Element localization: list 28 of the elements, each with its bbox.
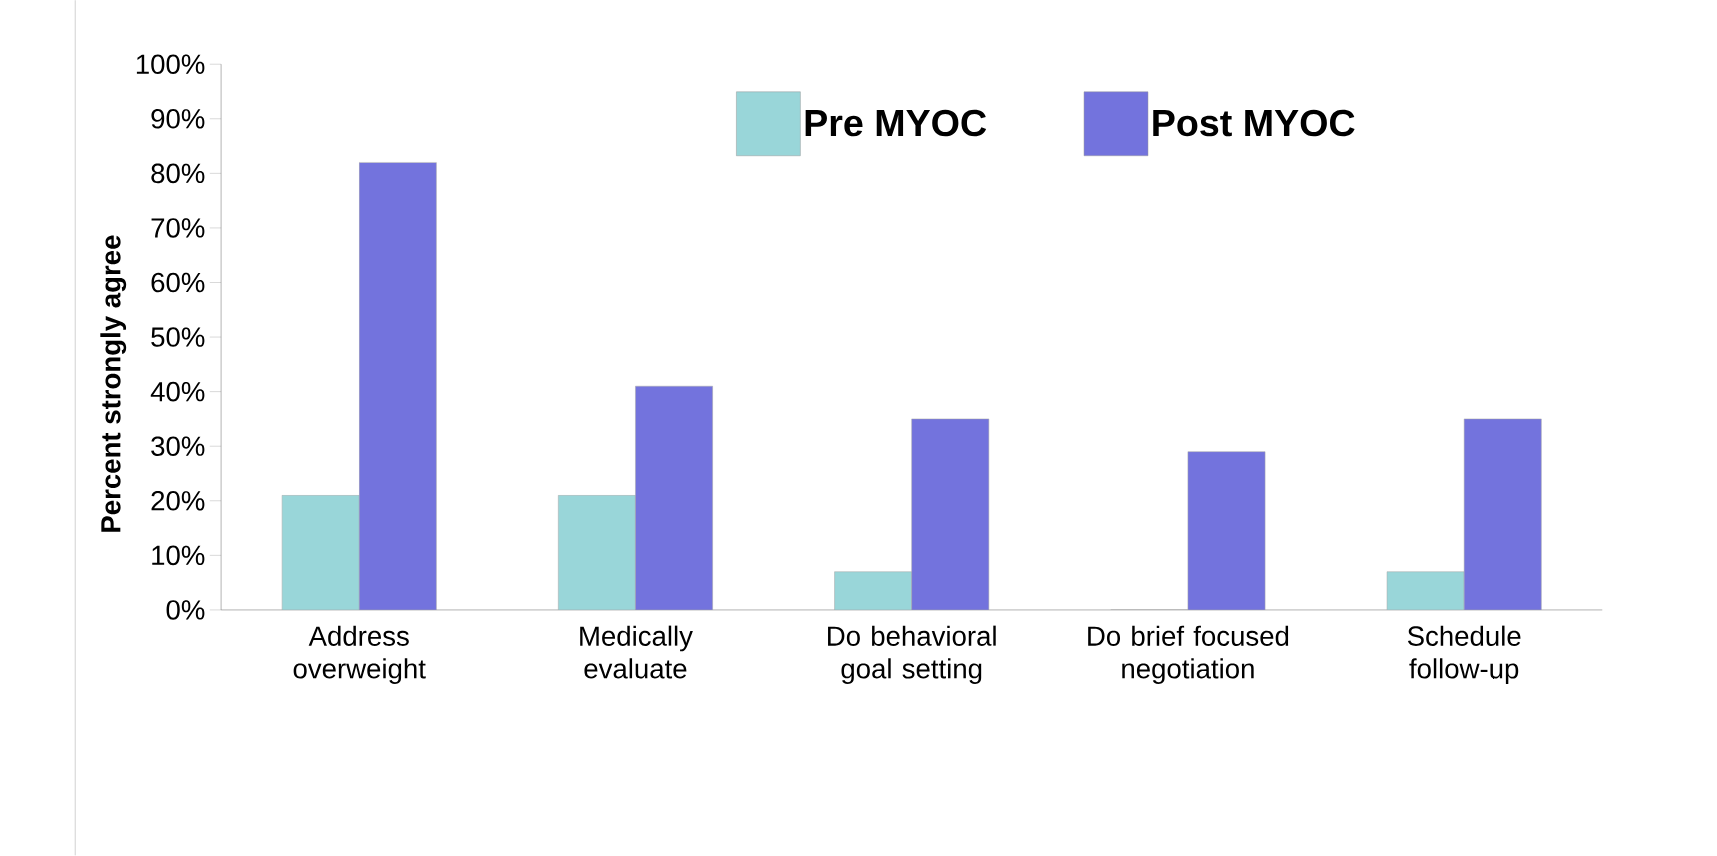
- y-tick-label: 70%: [151, 218, 205, 238]
- bar: [1386, 571, 1465, 611]
- y-tick-label: 30%: [151, 436, 205, 457]
- bar: [358, 162, 437, 611]
- y-tick-label: 50%: [151, 327, 205, 347]
- x-tick-label: Schedule follow-up: [1407, 625, 1521, 685]
- bar: [911, 418, 990, 611]
- legend-label: Pre MYOC: [805, 109, 987, 137]
- y-tick-label: 40%: [150, 381, 205, 402]
- bar: [1187, 451, 1266, 611]
- bar: [558, 495, 636, 611]
- bar: [834, 571, 912, 611]
- y-tick-label: 80%: [151, 163, 205, 184]
- bar: [1463, 418, 1542, 611]
- x-tick-label: Address overweight: [293, 625, 426, 685]
- y-tick-label: 20%: [151, 491, 205, 511]
- y-tick-label: 90%: [151, 109, 205, 129]
- x-tick-label: Medically evaluate: [580, 625, 693, 679]
- bar: [635, 386, 713, 611]
- bar: [281, 495, 360, 611]
- x-tick-label: Do brief focused negotiation: [1088, 625, 1289, 685]
- legend-label: Post MYOC: [1153, 109, 1355, 137]
- y-tick-label: 0%: [166, 600, 205, 620]
- y-tick-label: 60%: [151, 272, 205, 293]
- y-tick-label: 10%: [152, 545, 205, 566]
- x-tick-label: Do behavioral goal setting: [828, 625, 996, 685]
- y-axis-title: Percent strongly agree: [100, 235, 127, 532]
- y-tick-label: 100%: [136, 54, 205, 75]
